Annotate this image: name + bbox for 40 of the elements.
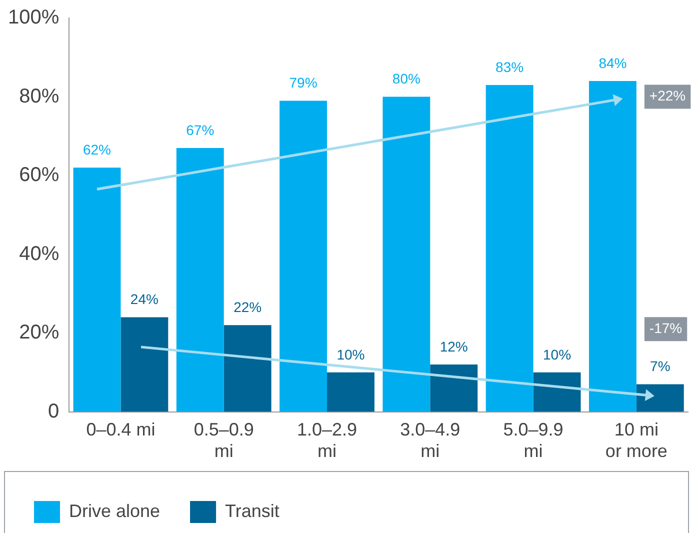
data-label: 22%: [234, 299, 262, 316]
bar: [533, 372, 581, 412]
x-tick-label: 1.0–2.9 mi: [296, 420, 358, 462]
y-tick-label: 80%: [19, 85, 60, 108]
data-label: 24%: [130, 291, 158, 308]
bar: [176, 148, 224, 412]
x-tick-label: 0–0.4 mi: [86, 420, 156, 440]
x-tick-label: 5.0–9.9 mi: [503, 420, 564, 462]
x-tick-label: 3.0–4.9 mi: [400, 420, 460, 462]
data-label: 67%: [186, 122, 214, 138]
annotation: +22%: [649, 88, 686, 104]
y-tick-label: 60%: [19, 164, 60, 186]
data-label: 10%: [542, 346, 572, 362]
y-tick-label: 20%: [19, 322, 60, 344]
data-label: 83%: [496, 58, 524, 75]
y-tick-label: 100%: [8, 6, 60, 29]
data-label: 7%: [650, 358, 670, 374]
data-label: 80%: [392, 70, 420, 87]
y-tick-label: 40%: [19, 242, 60, 265]
y-tick-label: 0: [48, 400, 60, 422]
bar: [327, 372, 374, 412]
data-label: 79%: [289, 74, 318, 91]
legend-label: Transit: [225, 500, 280, 521]
bar: [73, 168, 121, 412]
x-tick-label: 0.5–0.9 mi: [194, 420, 254, 462]
bar: [280, 100, 328, 412]
data-label: 62%: [82, 142, 112, 158]
bar: [382, 96, 430, 412]
legend-label: Drive alone: [69, 500, 160, 521]
annotation: -17%: [649, 320, 682, 336]
bar: [430, 364, 478, 412]
data-label: 84%: [598, 54, 627, 71]
x-tick-label: 10 mi or more: [605, 420, 668, 462]
bar: [224, 325, 272, 412]
data-label: 12%: [440, 338, 468, 354]
bar: [120, 317, 168, 412]
data-label: 10%: [336, 346, 365, 362]
bar: [636, 384, 684, 412]
bar: [486, 84, 534, 412]
bar: [588, 81, 636, 412]
